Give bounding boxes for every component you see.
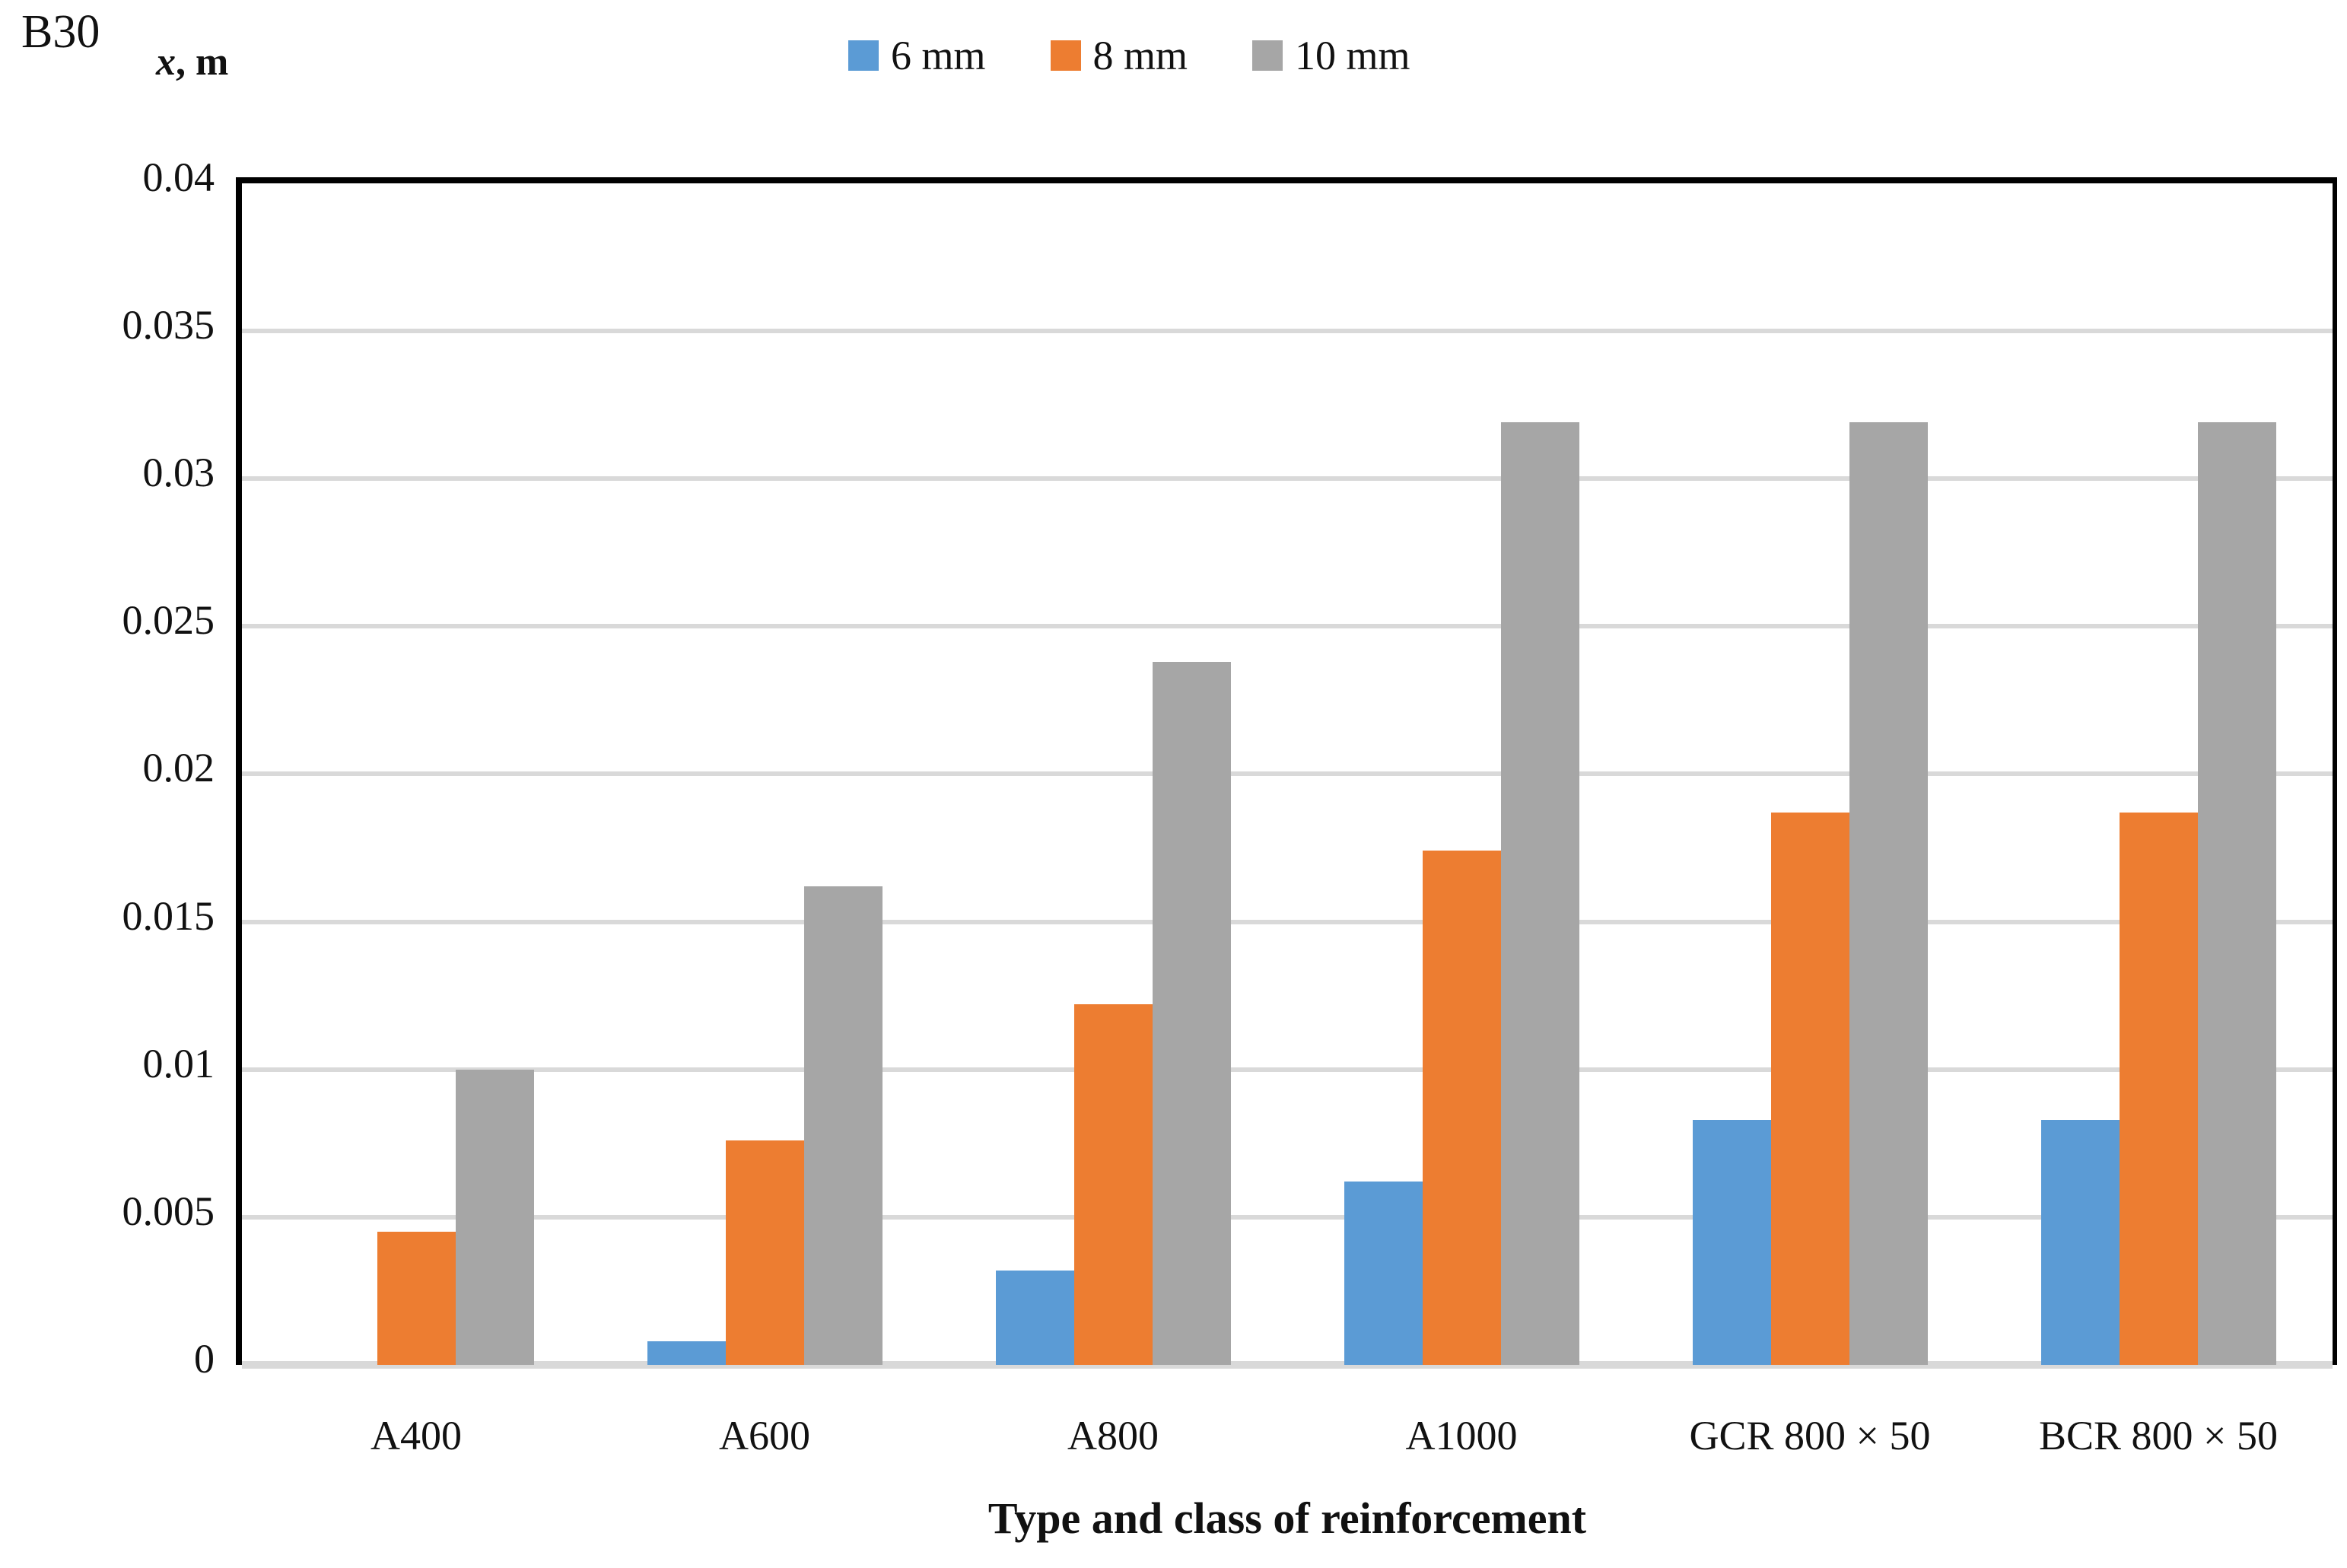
- bar-6-mm: [995, 1271, 1074, 1365]
- x-category-label: A1000: [1405, 1413, 1518, 1458]
- legend-item-6-mm: 6 mm: [848, 32, 986, 79]
- y-tick-label: 0.02: [142, 745, 215, 790]
- gridline: [242, 329, 2333, 333]
- bar-group-A800: [939, 183, 1287, 1365]
- bar-10-mm: [1500, 422, 1579, 1365]
- legend-swatch-icon: [848, 40, 879, 71]
- bar-group-A400: [242, 183, 590, 1365]
- concrete-class-label: B30: [21, 6, 100, 58]
- bar-6-mm: [2040, 1120, 2120, 1365]
- y-tick-label: 0.015: [122, 893, 215, 939]
- gridline: [242, 1215, 2333, 1220]
- bar-groups: [242, 183, 2333, 1365]
- y-tick-label: 0.01: [142, 1041, 215, 1086]
- bar-group-BCR-800-×-50: [1984, 183, 2333, 1365]
- gridline: [242, 1067, 2333, 1072]
- legend-item-10-mm: 10 mm: [1252, 32, 1410, 79]
- bar-10-mm: [1152, 662, 1231, 1365]
- legend-label: 8 mm: [1092, 33, 1188, 78]
- x-category-label: BCR 800 × 50: [2038, 1413, 2278, 1458]
- legend: 6 mm 8 mm 10 mm: [848, 32, 1410, 79]
- y-tick-label: 0: [194, 1336, 215, 1382]
- bar-8-mm: [1073, 1004, 1153, 1365]
- bar-8-mm: [2119, 813, 2198, 1365]
- bar-10-mm: [455, 1070, 534, 1365]
- x-category-label: A600: [719, 1413, 810, 1458]
- bar-6-mm: [1344, 1182, 1423, 1365]
- y-axis-unit-label: x, m: [156, 40, 228, 84]
- x-category-label: GCR 800 × 50: [1689, 1413, 1931, 1458]
- bar-10-mm: [803, 886, 883, 1365]
- bar-6-mm: [1692, 1120, 1771, 1365]
- gridline: [242, 624, 2333, 628]
- x-axis-category-labels: A400 A600 A800 A1000 GCR 800 × 50 BCR 800 × 5…: [242, 1412, 2333, 1459]
- gridline: [242, 771, 2333, 776]
- plot-area: [236, 177, 2337, 1369]
- bar-8-mm: [1770, 813, 1849, 1365]
- x-axis-title: Type and class of reinforcement: [987, 1493, 1587, 1543]
- bar-group-A1000: [1287, 183, 1636, 1365]
- y-tick-label: 0.035: [122, 302, 215, 348]
- bar-group-A600: [590, 183, 939, 1365]
- bar-10-mm: [2197, 422, 2276, 1365]
- bar-8-mm: [1422, 851, 1501, 1365]
- y-axis-unit-suffix: , m: [176, 40, 229, 84]
- y-tick-label: 0.03: [142, 450, 215, 495]
- bar-8-mm: [377, 1232, 456, 1365]
- gridline: [242, 476, 2333, 481]
- x-axis-baseline: [242, 1361, 2333, 1369]
- x-category-label: A400: [370, 1413, 462, 1458]
- bar-group-GCR-800-×-50: [1636, 183, 1984, 1365]
- y-axis-variable: x: [156, 40, 176, 84]
- y-axis-tick-labels: 0 0.005 0.01 0.015 0.02 0.025 0.03 0.035 0.04: [0, 157, 215, 1379]
- legend-item-8-mm: 8 mm: [1050, 32, 1188, 79]
- legend-label: 6 mm: [891, 33, 986, 78]
- legend-label: 10 mm: [1295, 33, 1410, 78]
- y-tick-label: 0.04: [142, 154, 215, 200]
- legend-swatch-icon: [1050, 40, 1081, 71]
- y-tick-label: 0.025: [122, 597, 215, 643]
- bar-8-mm: [725, 1140, 804, 1365]
- bar-10-mm: [1849, 422, 1928, 1365]
- gridline: [242, 920, 2333, 924]
- x-category-label: A800: [1067, 1413, 1159, 1458]
- legend-swatch-icon: [1252, 40, 1283, 71]
- y-tick-label: 0.005: [122, 1188, 215, 1234]
- bar-6-mm: [647, 1341, 726, 1365]
